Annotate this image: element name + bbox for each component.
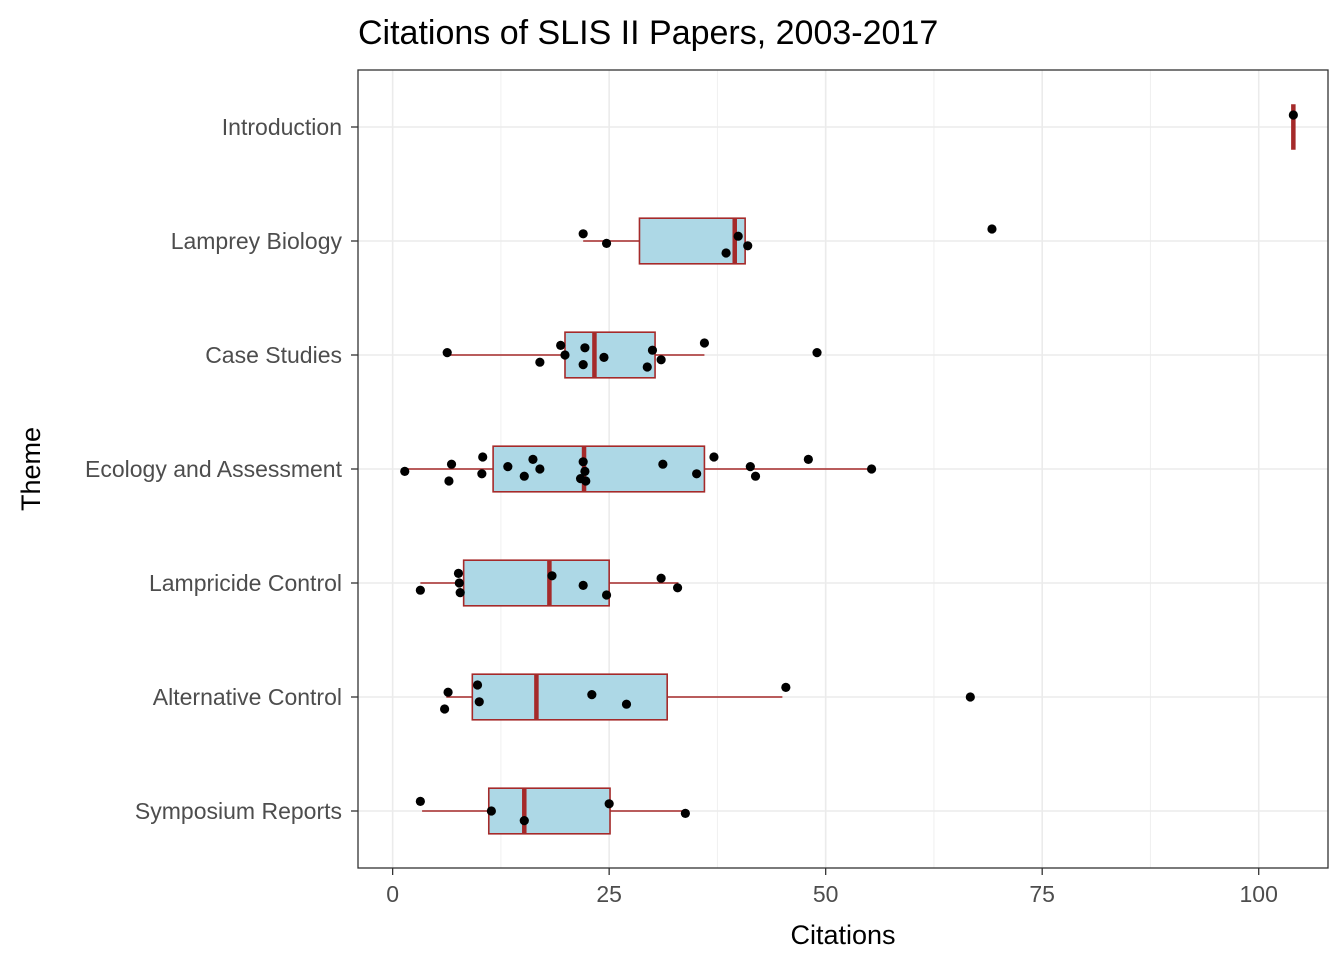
data-point bbox=[745, 462, 755, 472]
data-point bbox=[454, 578, 464, 588]
y-tick-label: Alternative Control bbox=[153, 684, 342, 710]
data-point bbox=[656, 573, 666, 583]
data-point bbox=[656, 355, 666, 365]
y-tick-label: Lampricide Control bbox=[149, 570, 342, 596]
data-point bbox=[781, 682, 791, 693]
y-tick-label: Ecology and Assessment bbox=[85, 456, 343, 482]
data-point bbox=[803, 454, 813, 464]
data-point bbox=[560, 350, 570, 360]
data-point bbox=[672, 583, 683, 593]
data-point bbox=[721, 248, 731, 258]
y-axis-title: Theme bbox=[16, 427, 46, 511]
data-point bbox=[866, 464, 877, 474]
data-point bbox=[601, 238, 612, 248]
data-point bbox=[547, 571, 557, 581]
data-point bbox=[621, 699, 632, 709]
data-point bbox=[474, 697, 484, 707]
data-point bbox=[472, 680, 483, 690]
data-point bbox=[400, 466, 410, 476]
data-point bbox=[556, 340, 566, 350]
data-point bbox=[699, 338, 710, 348]
data-point bbox=[578, 229, 588, 239]
data-point bbox=[743, 241, 753, 251]
y-tick-label: Lamprey Biology bbox=[171, 228, 343, 254]
data-point bbox=[647, 345, 658, 355]
y-tick-label: Case Studies bbox=[205, 342, 342, 368]
data-point bbox=[578, 360, 588, 370]
x-tick-label: 100 bbox=[1240, 881, 1278, 907]
x-axis-title: Citations bbox=[790, 920, 895, 950]
data-point bbox=[750, 471, 761, 481]
data-point bbox=[987, 224, 997, 234]
data-point bbox=[580, 343, 590, 353]
data-point bbox=[443, 687, 453, 697]
data-point bbox=[442, 348, 452, 358]
data-point bbox=[535, 464, 545, 474]
box bbox=[487, 787, 611, 835]
data-point bbox=[440, 704, 450, 714]
data-point bbox=[601, 590, 612, 600]
x-tick-label: 25 bbox=[596, 881, 622, 907]
data-point bbox=[486, 806, 496, 816]
data-point bbox=[519, 471, 529, 481]
data-point bbox=[692, 469, 702, 479]
data-point bbox=[519, 816, 529, 826]
box bbox=[638, 217, 746, 265]
box bbox=[492, 445, 706, 493]
data-point bbox=[444, 476, 454, 486]
data-point bbox=[1288, 110, 1298, 120]
x-tick-label: 50 bbox=[813, 881, 839, 907]
data-point bbox=[599, 352, 609, 362]
data-point bbox=[604, 799, 614, 809]
data-point bbox=[415, 796, 425, 807]
box bbox=[462, 559, 610, 607]
data-point bbox=[587, 690, 597, 700]
data-point bbox=[415, 585, 425, 595]
data-point bbox=[642, 362, 652, 372]
data-point bbox=[658, 459, 668, 469]
data-point bbox=[965, 692, 975, 702]
data-point bbox=[578, 457, 588, 467]
data-point bbox=[581, 476, 591, 486]
data-point bbox=[503, 462, 513, 472]
chart-title: Citations of SLIS II Papers, 2003-2017 bbox=[358, 14, 938, 52]
data-point bbox=[709, 452, 719, 462]
box bbox=[471, 673, 668, 721]
data-point bbox=[455, 588, 465, 598]
data-point bbox=[812, 348, 822, 358]
data-point bbox=[446, 459, 457, 469]
y-tick-label: Introduction bbox=[222, 114, 342, 140]
data-point bbox=[478, 452, 488, 462]
x-tick-label: 75 bbox=[1029, 881, 1055, 907]
y-tick-label: Symposium Reports bbox=[135, 798, 342, 824]
data-point bbox=[477, 469, 487, 479]
box bbox=[564, 331, 656, 379]
data-point bbox=[528, 454, 538, 464]
data-point bbox=[680, 808, 690, 819]
data-point bbox=[453, 568, 464, 579]
data-point bbox=[535, 357, 545, 367]
data-point bbox=[733, 231, 743, 241]
data-point bbox=[580, 466, 590, 476]
x-tick-label: 0 bbox=[386, 881, 399, 907]
plot-panel: Introduction Lamprey Biology Case Studies E… bbox=[85, 69, 1329, 907]
data-point bbox=[578, 580, 588, 591]
